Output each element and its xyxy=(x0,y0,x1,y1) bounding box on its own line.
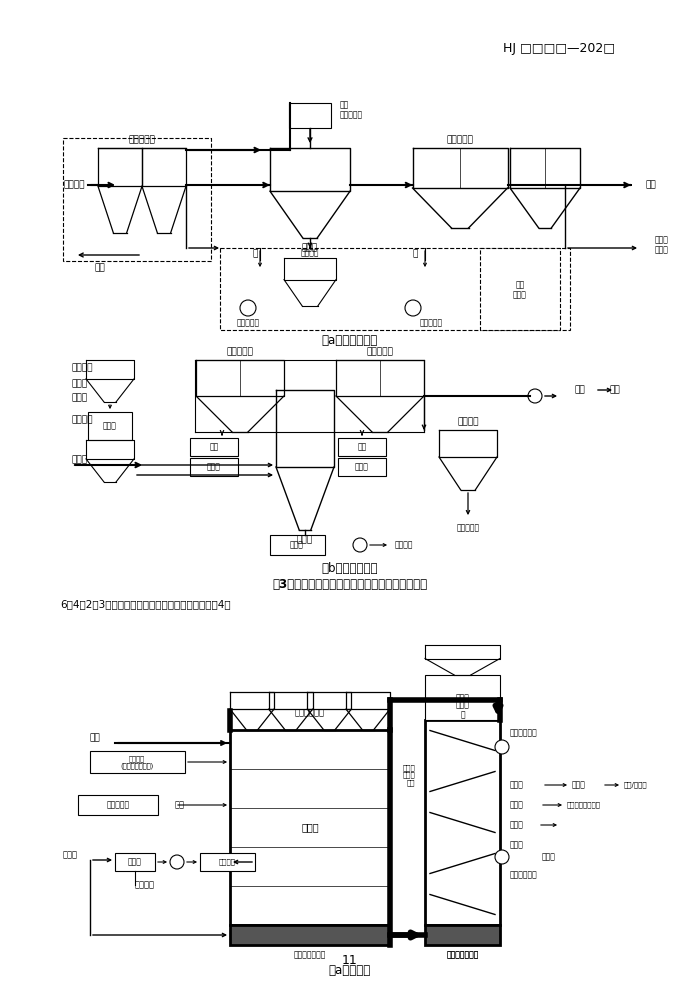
Text: 再生塔: 再生塔 xyxy=(510,800,524,810)
Text: 氨气: 氨气 xyxy=(175,800,185,810)
Bar xyxy=(63,138,211,261)
Text: 副产物: 副产物 xyxy=(542,853,556,861)
Text: 粉尘: 粉尘 xyxy=(94,263,106,273)
Circle shape xyxy=(405,300,421,316)
Text: 冷空气: 冷空气 xyxy=(510,841,524,850)
Bar xyxy=(338,458,386,476)
Text: 喷射器: 喷射器 xyxy=(290,541,304,550)
Text: 高温换热风机: 高温换热风机 xyxy=(510,729,538,738)
Text: 烟囱: 烟囱 xyxy=(90,734,101,743)
Text: 消石灰仓: 消石灰仓 xyxy=(72,415,94,424)
Text: 净化室: 净化室 xyxy=(301,823,318,833)
Text: 烟囱: 烟囱 xyxy=(610,386,621,395)
Bar xyxy=(425,675,500,720)
Text: 输送: 输送 xyxy=(358,442,367,452)
Text: 吸收器: 吸收器 xyxy=(302,243,318,252)
Text: 活性炭输送设备: 活性炭输送设备 xyxy=(447,950,479,959)
Text: 富含二氧化硫气体: 富含二氧化硫气体 xyxy=(567,802,601,808)
Text: 静电除尘器: 静电除尘器 xyxy=(129,135,155,144)
Bar xyxy=(230,730,390,925)
Text: 6．4．2．3　活性炭脱硫脱氮一体化工艺流程详见图4。: 6．4．2．3 活性炭脱硫脱氮一体化工艺流程详见图4。 xyxy=(60,599,230,609)
Text: 11: 11 xyxy=(342,953,358,966)
Bar xyxy=(115,853,155,871)
Circle shape xyxy=(240,300,256,316)
Text: 熟石灰浆液: 熟石灰浆液 xyxy=(237,318,260,327)
Text: 热空气: 热空气 xyxy=(510,821,524,830)
Text: 蒸炉/蒸气等: 蒸炉/蒸气等 xyxy=(624,781,648,788)
Text: 消化器: 消化器 xyxy=(72,394,88,403)
Text: 顶罐
旋转雾化器: 顶罐 旋转雾化器 xyxy=(340,100,363,120)
Text: 烟囱: 烟囱 xyxy=(645,181,656,190)
Text: 煤料仓: 煤料仓 xyxy=(456,693,470,702)
Text: 原烟气: 原烟气 xyxy=(72,456,88,465)
Text: 加湿机: 加湿机 xyxy=(207,463,221,472)
Text: 增压风机
(也可在净化塔前): 增压风机 (也可在净化塔前) xyxy=(120,755,153,769)
Text: 加温气: 加温气 xyxy=(510,780,524,789)
Text: 烧结烟气: 烧结烟气 xyxy=(64,181,85,190)
Bar xyxy=(230,925,390,945)
Text: 水: 水 xyxy=(412,249,418,258)
Circle shape xyxy=(353,538,367,552)
Text: 脱烟气: 脱烟气 xyxy=(63,851,78,859)
Bar xyxy=(200,853,255,871)
Text: 布袋除尘器: 布袋除尘器 xyxy=(227,347,253,356)
Text: 加湿机: 加湿机 xyxy=(355,463,369,472)
Text: 低温换热风机: 低温换热风机 xyxy=(510,870,538,879)
Bar xyxy=(88,412,132,440)
Text: 活性炭输送设备: 活性炭输送设备 xyxy=(294,950,326,959)
Circle shape xyxy=(495,850,509,864)
Text: 再循环浆液: 再循环浆液 xyxy=(420,318,443,327)
Circle shape xyxy=(495,740,509,754)
Text: 调温设备: 调温设备 xyxy=(218,858,235,865)
Text: 罗茨风机: 罗茨风机 xyxy=(395,541,414,550)
Bar xyxy=(425,720,500,925)
Text: 除尘器: 除尘器 xyxy=(128,857,142,866)
Bar xyxy=(338,438,386,456)
Bar xyxy=(78,795,158,815)
Bar xyxy=(289,103,331,128)
Circle shape xyxy=(170,855,184,869)
Text: 脱硫剂仓: 脱硫剂仓 xyxy=(72,364,94,373)
Text: 输送: 输送 xyxy=(209,442,218,452)
Bar xyxy=(220,248,570,330)
Text: 图3　旋转喷雾、密相干塔半干法脱硫工艺流程图: 图3 旋转喷雾、密相干塔半干法脱硫工艺流程图 xyxy=(272,578,428,590)
Bar xyxy=(90,751,185,773)
Circle shape xyxy=(528,389,542,403)
Bar xyxy=(480,248,560,330)
Text: 水: 水 xyxy=(252,249,258,258)
Text: 主抽风机: 主抽风机 xyxy=(135,880,155,889)
Bar xyxy=(270,535,325,555)
Text: 炼钢石灰: 炼钢石灰 xyxy=(301,248,319,257)
Text: 消化器: 消化器 xyxy=(103,421,117,430)
Text: 外运的
脱硫灰: 外运的 脱硫灰 xyxy=(655,235,669,255)
Text: 热风炉: 热风炉 xyxy=(572,780,586,789)
Bar xyxy=(190,458,238,476)
Text: （a）逆流式: （a）逆流式 xyxy=(329,963,371,976)
Text: 副产物外运: 副产物外运 xyxy=(456,523,480,532)
Text: 氨供应系统: 氨供应系统 xyxy=(106,800,130,810)
Text: 活性炭输送设备: 活性炭输送设备 xyxy=(447,950,479,959)
Text: 煤料仓
仓: 煤料仓 仓 xyxy=(456,700,470,720)
Bar xyxy=(190,438,238,456)
Text: 循环
脱硫灰: 循环 脱硫灰 xyxy=(513,280,527,300)
Text: （a）旋转喷雾法: （a）旋转喷雾法 xyxy=(322,333,378,346)
Text: 工艺水: 工艺水 xyxy=(72,380,88,389)
Text: 布袋除尘器: 布袋除尘器 xyxy=(367,347,393,356)
Text: （b）密相干塔法: （b）密相干塔法 xyxy=(322,562,378,575)
Text: 顶部布料设备: 顶部布料设备 xyxy=(295,708,325,717)
Text: 脱硫塔: 脱硫塔 xyxy=(297,535,313,545)
Text: 活性炭
再生料
设备: 活性炭 再生料 设备 xyxy=(402,764,415,786)
Bar xyxy=(425,925,500,945)
Text: 风机: 风机 xyxy=(575,386,585,395)
Text: 布袋除尘器: 布袋除尘器 xyxy=(447,135,473,144)
Text: 副产物仓: 副产物仓 xyxy=(457,417,479,426)
Text: HJ □□□□—202□: HJ □□□□—202□ xyxy=(503,42,615,55)
